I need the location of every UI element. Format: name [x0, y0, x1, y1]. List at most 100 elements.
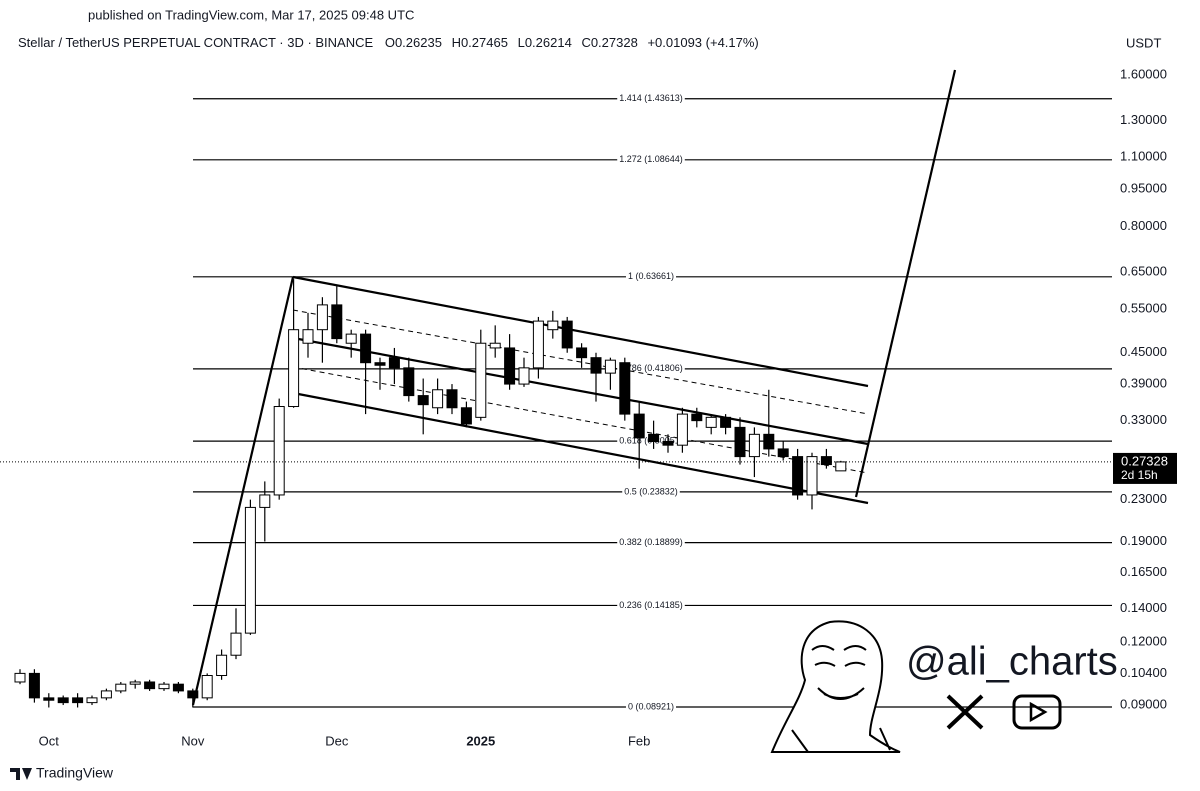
candle-body — [100, 690, 112, 699]
candle-body — [417, 395, 429, 406]
candle-body — [388, 357, 400, 369]
channel-top — [292, 275, 869, 388]
published-note: published on TradingView.com, Mar 17, 20… — [88, 7, 414, 22]
price-tag-countdown: 2d 15h — [1121, 468, 1158, 482]
candle-body — [748, 433, 760, 458]
fib-label: 0.236 (0.14185) — [619, 600, 683, 610]
high-value: 0.27465 — [461, 35, 508, 50]
fib-label: 0.786 (0.41806) — [619, 363, 683, 373]
channel-dash — [292, 366, 869, 474]
candle-body — [662, 441, 674, 446]
face-lines — [791, 645, 891, 753]
candle-body — [532, 320, 544, 369]
candle-body — [835, 461, 847, 472]
candle-body — [259, 494, 271, 508]
y-tick-label: 0.45000 — [1120, 344, 1167, 359]
low-label: L — [518, 35, 525, 50]
y-tick-label: 0.65000 — [1120, 264, 1167, 279]
candle-body — [288, 329, 300, 408]
candle-body — [604, 359, 616, 374]
fib-label-bg — [617, 537, 685, 548]
candle-body — [230, 632, 242, 656]
candle-body — [72, 697, 84, 704]
y-tick-label: 0.33000 — [1120, 412, 1167, 427]
close-value: 0.27328 — [591, 35, 638, 50]
x-tick-label: Dec — [325, 733, 349, 748]
fib-label-bg — [617, 599, 685, 610]
low-value: 0.26214 — [525, 35, 572, 50]
candle-body — [820, 456, 832, 466]
candle-body — [547, 320, 559, 331]
candle-body — [403, 367, 415, 397]
channel-dash — [292, 309, 869, 415]
fib-label-bg — [625, 701, 677, 712]
candle-body — [720, 416, 732, 428]
candle-body — [374, 362, 386, 366]
candle-body — [619, 362, 631, 415]
fib-label-bg — [625, 271, 677, 282]
candle-body — [144, 681, 156, 690]
fib-label: 1.272 (1.08644) — [619, 154, 683, 164]
candle-body — [345, 333, 357, 344]
y-tick-label: 0.23000 — [1120, 491, 1167, 506]
candle-body — [676, 413, 688, 446]
youtube-play — [1029, 701, 1048, 723]
price-tag — [1113, 452, 1177, 484]
footer-brand: TradingView — [10, 765, 114, 781]
close-label: C — [581, 35, 590, 50]
candle-body — [504, 347, 516, 385]
candle-body — [86, 697, 98, 704]
y-tick-label: 1.10000 — [1120, 149, 1167, 164]
x-tick-label: 2025 — [466, 733, 495, 748]
candle-body — [691, 413, 703, 422]
brand-logo — [10, 768, 32, 780]
candle-body — [302, 329, 314, 344]
candle-body — [432, 389, 444, 409]
y-tick-label: 0.09000 — [1120, 696, 1167, 711]
y-tick-label: 0.55000 — [1120, 300, 1167, 315]
candle-body — [28, 672, 40, 699]
y-tick-label: 1.30000 — [1120, 112, 1167, 127]
candles — [14, 279, 847, 708]
drawings — [191, 69, 957, 706]
candle-body — [43, 697, 55, 701]
price-tag-value: 0.27328 — [1121, 453, 1168, 468]
watermark: @ali_charts — [770, 620, 1118, 753]
candle-body — [633, 413, 645, 439]
y-tick-label: 0.10400 — [1120, 665, 1167, 680]
fib-label: 0.5 (0.23832) — [624, 486, 678, 496]
y-tick-label: 1.60000 — [1120, 67, 1167, 82]
brand: TradingView — [36, 765, 114, 781]
candle-body — [590, 357, 602, 374]
candle-body — [57, 697, 69, 704]
candle-body — [129, 681, 141, 685]
fib-label: 1.414 (1.43613) — [619, 93, 683, 103]
fib-label-bg — [622, 486, 680, 497]
candle-body — [648, 433, 660, 443]
candle-body — [216, 654, 228, 677]
candle-body — [705, 416, 717, 428]
candle-body — [576, 347, 588, 359]
fib-label: 0 (0.08921) — [628, 701, 674, 711]
y-tick-label: 0.80000 — [1120, 218, 1167, 233]
candle-body — [777, 448, 789, 458]
handle: @ali_charts — [906, 640, 1118, 684]
change: +0.01093 (+4.17%) — [647, 35, 758, 50]
y-tick-label: 0.14000 — [1120, 600, 1167, 615]
candle-body — [792, 456, 804, 496]
candle-body — [460, 407, 472, 425]
fib-label-bg — [617, 93, 685, 104]
open-label: O — [385, 35, 395, 50]
candle-body — [172, 683, 184, 692]
x-icon — [946, 694, 984, 730]
fib-label: 0.382 (0.18899) — [619, 537, 683, 547]
candle-body — [316, 304, 328, 331]
y-tick-label: 0.95000 — [1120, 181, 1167, 196]
fib-label-bg — [617, 363, 685, 374]
y-tick-label: 0.39000 — [1120, 376, 1167, 391]
candle-body — [518, 367, 530, 385]
open-value: 0.26235 — [395, 35, 442, 50]
channel-mid — [292, 336, 869, 446]
symbol-title: Stellar / TetherUS PERPETUAL CONTRACT · … — [18, 35, 374, 50]
